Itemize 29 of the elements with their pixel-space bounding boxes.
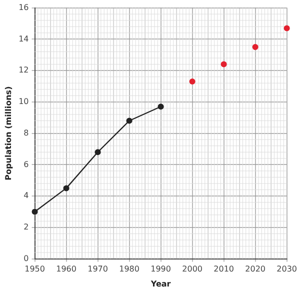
point — [220, 61, 227, 68]
point — [63, 185, 70, 192]
x-tick-label: 2000 — [182, 264, 202, 274]
point — [189, 78, 196, 85]
x-axis-title: Year — [150, 279, 171, 288]
y-axis-title: Population (millions) — [4, 86, 13, 180]
point — [252, 44, 258, 50]
x-tick-label: 1960 — [56, 264, 76, 274]
y-tick-label: 6 — [24, 160, 29, 169]
y-tick-label: 0 — [24, 254, 29, 263]
point — [126, 118, 132, 124]
y-tick-label: 2 — [24, 222, 29, 232]
y-tick-label: 12 — [18, 66, 29, 75]
y-tick-label: 16 — [18, 2, 29, 12]
x-tick-label: 1990 — [150, 264, 171, 274]
x-tick-label: 2010 — [214, 264, 234, 274]
x-tick-label: 2030 — [276, 264, 297, 274]
y-tick-label: 4 — [24, 191, 29, 200]
x-tick-label: 2020 — [245, 264, 266, 274]
y-tick-label: 8 — [24, 128, 29, 138]
point — [284, 25, 290, 32]
point — [32, 208, 38, 215]
y-tick-label: 14 — [18, 34, 29, 44]
point — [158, 104, 164, 110]
point — [94, 149, 101, 156]
x-tick-label: 1970 — [88, 264, 108, 274]
x-tick-label: 1950 — [24, 264, 45, 274]
y-tick-label: 10 — [18, 97, 29, 106]
x-tick-label: 1980 — [119, 264, 140, 274]
